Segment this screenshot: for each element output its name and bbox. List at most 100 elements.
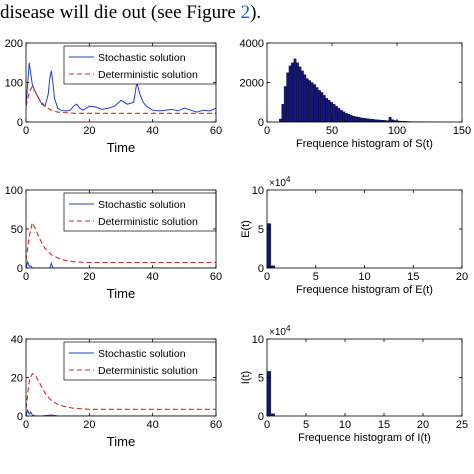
histogram-bar xyxy=(320,92,324,122)
histogram-bar xyxy=(347,113,351,122)
data-layer xyxy=(26,372,216,416)
x-tick-label: 20 xyxy=(83,125,95,137)
x-axis-label: Frequence histogram of S(t) xyxy=(296,138,433,150)
histogram-bar xyxy=(359,117,363,122)
y-tick-label: 0 xyxy=(17,117,23,129)
x-tick-label: 60 xyxy=(210,271,222,283)
histogram-bar xyxy=(283,86,287,122)
figure-link[interactable]: 2 xyxy=(240,2,251,23)
x-tick-label: 150 xyxy=(453,125,471,137)
histogram-bar xyxy=(332,104,336,122)
axes-frame xyxy=(266,338,463,417)
y-tick-label: 4000 xyxy=(240,38,264,50)
x-axis-label: Time xyxy=(107,286,135,301)
data-layer xyxy=(267,223,275,268)
panel-e-time: Stochastic solution Deterministic solutio… xyxy=(5,185,222,301)
legend-deterministic-label: Deterministic solution xyxy=(98,216,198,228)
data-layer xyxy=(267,371,275,416)
x-tick-label: 0 xyxy=(264,271,270,283)
x-tick-label: 0 xyxy=(23,271,29,283)
panel-s-time: Stochastic solution Deterministic solutio… xyxy=(5,38,222,155)
x-axis-label: Frequence histogram of I(t) xyxy=(298,432,431,444)
y-axis-label: I(t) xyxy=(240,371,252,384)
histogram-bar xyxy=(303,74,307,122)
caption-text: disease will die out (see Figure 2). xyxy=(0,2,474,32)
data-layer xyxy=(279,58,453,122)
histogram-bar xyxy=(305,78,309,122)
legend: Stochastic solution Deterministic solutio… xyxy=(63,192,217,232)
histogram-bar xyxy=(339,110,343,122)
y-tick-label: 20 xyxy=(11,373,23,385)
x-tick-label: 0 xyxy=(23,125,29,137)
deterministic-line xyxy=(26,372,216,410)
stochastic-line xyxy=(26,260,216,268)
x-tick-label: 100 xyxy=(388,125,406,137)
histogram-bar xyxy=(364,118,368,122)
x-tick-label: 0 xyxy=(264,419,270,431)
stochastic-line xyxy=(26,62,216,113)
x-tick-label: 15 xyxy=(407,271,419,283)
x-axis-label: Time xyxy=(107,434,135,449)
stochastic-line xyxy=(26,408,216,416)
histogram-bar xyxy=(330,102,333,122)
y-tick-label: 0 xyxy=(258,117,264,129)
deterministic-line xyxy=(26,85,216,114)
x-tick-label: 60 xyxy=(210,419,222,431)
y-tick-label: 5 xyxy=(258,373,264,385)
exponent-power: 4 xyxy=(286,175,291,184)
histogram-bar xyxy=(270,413,275,416)
histogram-bar xyxy=(344,112,348,122)
x-tick-label: 5 xyxy=(303,419,309,431)
histogram-bar xyxy=(342,111,346,122)
y-tick-label: 0 xyxy=(258,263,264,275)
histogram-bar xyxy=(315,87,319,122)
y-tick-label: 100 xyxy=(5,78,23,90)
data-layer xyxy=(26,62,216,114)
histogram-bar xyxy=(325,98,329,122)
x-tick-label: 20 xyxy=(417,419,429,431)
x-tick-label: 25 xyxy=(456,419,468,431)
deterministic-line xyxy=(26,221,216,264)
x-tick-label: 40 xyxy=(147,271,159,283)
histogram-bar xyxy=(361,117,365,122)
histogram-bar xyxy=(369,118,372,122)
histogram-bar xyxy=(296,62,299,122)
x-tick-label: 50 xyxy=(326,125,338,137)
histogram-bar xyxy=(371,119,375,122)
histogram-bar xyxy=(267,371,272,416)
histogram-bar xyxy=(388,116,392,122)
axes-frame xyxy=(266,189,463,269)
histogram-bar xyxy=(279,118,282,122)
histogram-bar xyxy=(337,108,341,122)
x-tick-label: 5 xyxy=(313,271,319,283)
legend-stochastic-label: Stochastic solution xyxy=(98,348,186,360)
panel-s-hist: 0 50 100 150 0 2000 4000 Frequence histogram of… xyxy=(240,38,472,150)
histogram-bar xyxy=(308,80,312,122)
x-tick-label: 40 xyxy=(147,419,159,431)
caption-tail: ). xyxy=(250,2,262,23)
histogram-bar xyxy=(310,82,314,122)
legend-box xyxy=(63,45,217,85)
x-axis-label: Frequence histogram of E(t) xyxy=(296,284,433,296)
y-tick-label: 5 xyxy=(258,224,264,236)
histogram-bar xyxy=(318,90,321,122)
y-tick-label: 0 xyxy=(258,411,264,423)
caption-main: disease will die out (see Figure xyxy=(0,2,241,23)
y-tick-label: 100 xyxy=(5,185,23,197)
panel-i-time: Stochastic solution Deterministic solutio… xyxy=(11,334,222,449)
histogram-bar xyxy=(313,84,316,122)
histogram-bar xyxy=(366,118,370,122)
histogram-bar xyxy=(270,265,275,268)
histogram-bar xyxy=(267,223,272,268)
histogram-bar xyxy=(293,58,297,122)
x-tick-label: 10 xyxy=(358,271,370,283)
legend-deterministic-label: Deterministic solution xyxy=(98,69,198,81)
exponent-power: 4 xyxy=(286,324,291,333)
histogram-bar xyxy=(349,114,353,122)
legend-box xyxy=(63,192,217,232)
histogram-bar xyxy=(322,95,326,122)
y-tick-label: 2000 xyxy=(240,78,264,90)
x-tick-label: 20 xyxy=(83,271,95,283)
